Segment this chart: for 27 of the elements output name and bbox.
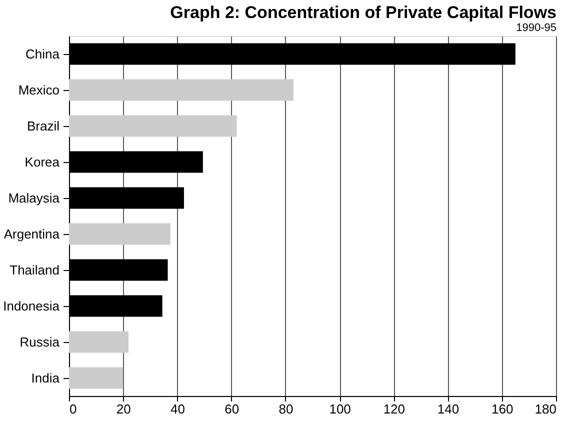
- bar: [69, 367, 124, 389]
- y-tick-label: Korea: [24, 154, 60, 170]
- x-tick-label: 0: [70, 402, 77, 416]
- bar: [69, 331, 129, 353]
- chart-title: Graph 2: Concentration of Private Capital Flows: [170, 3, 556, 22]
- y-tick-label: Argentina: [4, 226, 60, 242]
- y-tick-label: Indonesia: [3, 298, 60, 314]
- x-tick-label: 40: [170, 402, 185, 416]
- bar: [69, 79, 294, 101]
- y-tick-label: Malaysia: [8, 190, 60, 206]
- x-tick-label: 100: [329, 402, 351, 416]
- y-tick-label: Thailand: [10, 262, 60, 278]
- x-tick-label: 140: [437, 402, 460, 416]
- x-tick-label: 60: [224, 402, 240, 416]
- y-tick-label: Mexico: [18, 82, 60, 98]
- x-tick-label: 160: [492, 402, 514, 416]
- y-tick-label: China: [26, 46, 60, 62]
- y-tick-label: Russia: [20, 334, 60, 350]
- x-tick-label: 120: [383, 402, 406, 416]
- y-tick-label: Brazil: [26, 118, 60, 134]
- y-tick-label: India: [31, 370, 60, 386]
- x-tick-label: 20: [116, 402, 131, 416]
- bar: [69, 223, 170, 245]
- x-tick-label: 80: [278, 402, 294, 416]
- bar: [69, 115, 237, 137]
- chart-subtitle: 1990-95: [516, 22, 556, 34]
- x-tick-label: 180: [534, 402, 556, 416]
